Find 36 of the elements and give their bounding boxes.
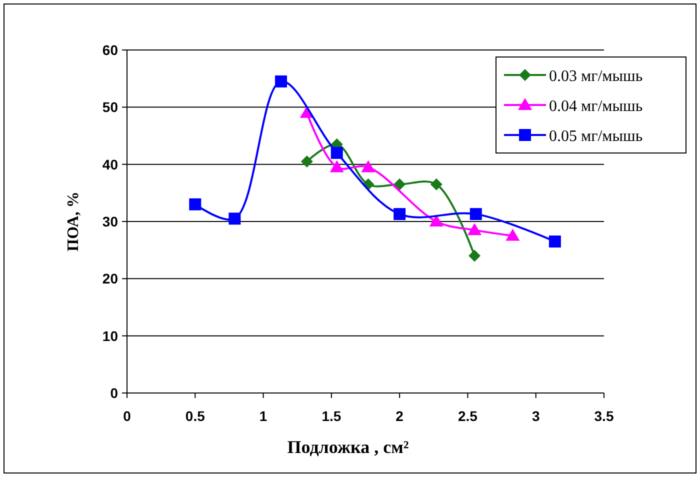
point bbox=[548, 236, 561, 248]
point bbox=[300, 155, 313, 168]
point bbox=[189, 198, 202, 210]
y-tick-label: 0 bbox=[110, 385, 118, 401]
x-tick-label: 0 bbox=[123, 408, 132, 424]
y-tick-label: 40 bbox=[102, 156, 118, 172]
y-tick-label: 60 bbox=[102, 42, 118, 58]
x-tick-label: 2 bbox=[396, 408, 404, 424]
x-tick-label: 1.5 bbox=[322, 408, 342, 424]
legend-label: 0.04 мг/мышь bbox=[549, 98, 643, 115]
point bbox=[394, 208, 406, 220]
y-axis-title: ПОА, % bbox=[65, 192, 82, 252]
x-tick-label: 0.5 bbox=[185, 408, 206, 424]
y-tick-label: 50 bbox=[102, 99, 118, 116]
x-tick-label: 2.5 bbox=[458, 408, 478, 424]
point bbox=[228, 212, 241, 225]
y-tick-label: 10 bbox=[102, 328, 118, 344]
point bbox=[468, 250, 481, 262]
point bbox=[468, 223, 482, 236]
point bbox=[275, 75, 288, 88]
legend-label: 0.03 мг/мышь bbox=[549, 68, 643, 85]
y-tick-label: 30 bbox=[102, 214, 118, 230]
x-tick-label: 3 bbox=[532, 408, 540, 424]
x-tick-label: 3.5 bbox=[594, 408, 614, 424]
point bbox=[361, 160, 376, 172]
point bbox=[430, 178, 442, 190]
point bbox=[394, 178, 406, 190]
point bbox=[470, 208, 482, 220]
point bbox=[429, 214, 444, 226]
y-tick-label: 20 bbox=[102, 270, 118, 287]
point bbox=[330, 160, 344, 172]
legend-label: 0.05 мг/мышь bbox=[549, 128, 643, 145]
point bbox=[330, 146, 343, 159]
x-tick-label: 1 bbox=[259, 408, 268, 424]
point bbox=[506, 228, 520, 241]
x-axis-title: Подложка , см² bbox=[287, 437, 409, 457]
